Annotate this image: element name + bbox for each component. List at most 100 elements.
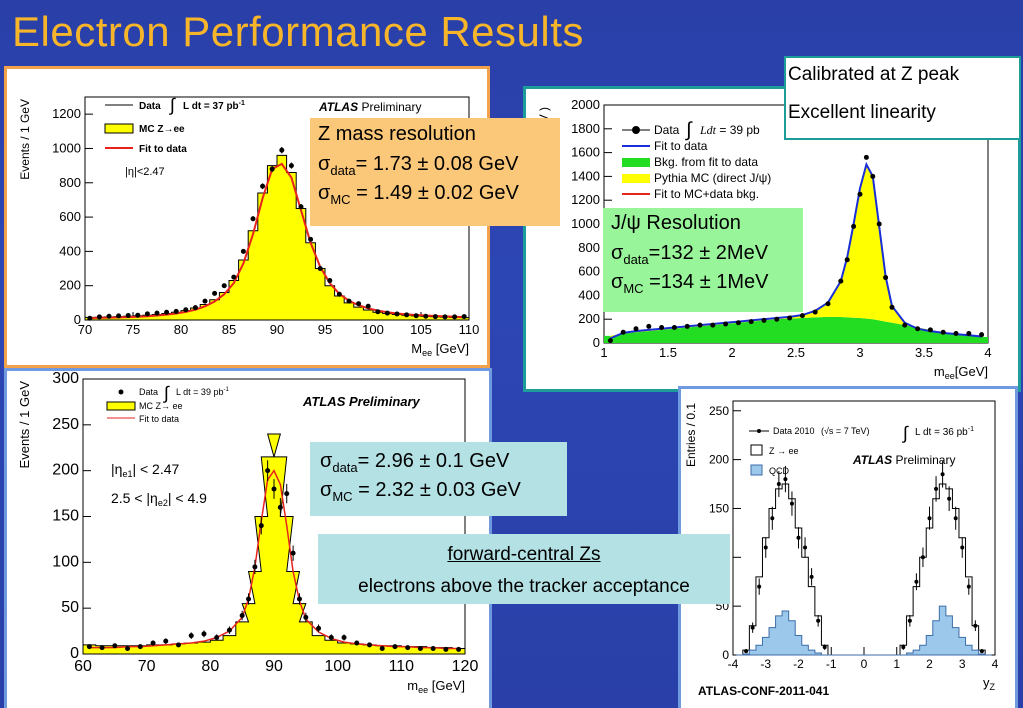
- data-point: [902, 322, 908, 328]
- y-tick-label: 200: [59, 278, 81, 293]
- cut1-pre: |η: [111, 461, 122, 477]
- data-point: [404, 312, 410, 318]
- legend-fit-label: Fit to data: [654, 139, 708, 153]
- legend-mc-marker: [104, 123, 134, 134]
- data-point: [365, 303, 371, 309]
- z-resolution-title: Z mass resolution: [318, 123, 476, 145]
- data-point: [857, 191, 863, 197]
- data-point: [303, 614, 309, 620]
- x-axis-label-sub: Z: [990, 682, 996, 692]
- y-tick-label: 1200: [571, 192, 600, 207]
- x-axis-label-unit: [GeV]: [428, 678, 465, 693]
- lumi-sup: -1: [223, 387, 229, 393]
- y-tick-label: 1800: [571, 121, 600, 136]
- data-point: [137, 644, 143, 650]
- x-tick-label: 75: [126, 322, 140, 337]
- data-point: [863, 154, 869, 160]
- data-point: [456, 646, 462, 652]
- data-point: [803, 545, 808, 550]
- jpsi-resolution-box: J/ψ Resolution σdata=132 ± 2MeV σMC =134…: [603, 208, 803, 312]
- data-point: [86, 644, 92, 650]
- x-tick-label: 95: [318, 322, 332, 337]
- data-point: [277, 504, 283, 510]
- x-tick-label: 3: [856, 345, 863, 360]
- data-point: [799, 313, 805, 319]
- data-point: [265, 468, 271, 474]
- y-axis-label: Events / 1 GeV: [17, 381, 32, 469]
- cut1-sub: e1: [122, 469, 132, 479]
- y-tick-label: 200: [709, 453, 729, 467]
- data-point: [940, 472, 945, 477]
- y-tick-label: 1600: [571, 145, 600, 160]
- data-point: [341, 635, 347, 640]
- data-point: [870, 173, 876, 179]
- z-resolution-box: Z mass resolution σdata= 1.73 ± 0.08 GeV…: [310, 118, 560, 226]
- data-point: [761, 317, 767, 323]
- data-point: [876, 221, 882, 227]
- sigma-symbol: σ: [611, 271, 624, 293]
- data-point: [150, 640, 156, 646]
- x-tick-label: -4: [728, 657, 739, 671]
- data-point: [163, 638, 169, 644]
- legend-qcd-label: QCD: [769, 466, 790, 476]
- y-tick-label: 100: [52, 553, 79, 570]
- forward-central-box: forward-central Zs electrons above the t…: [318, 534, 730, 604]
- atlas-bold: ATLAS: [318, 100, 358, 114]
- y-tick-label: 1200: [52, 106, 81, 121]
- x-tick-label: 3.5: [915, 345, 933, 360]
- legend-data-label: Data: [654, 123, 680, 137]
- legend-fit-label: Fit to data: [139, 144, 187, 155]
- sigma-symbol: σ: [320, 450, 333, 472]
- x-tick-label: 1: [893, 657, 900, 671]
- data-point: [659, 325, 665, 331]
- x-axis-label-sub: ee: [418, 685, 428, 695]
- legend-data-label: Data: [139, 387, 158, 397]
- slide-title: Electron Performance Results: [12, 8, 584, 55]
- data-point: [763, 545, 768, 550]
- x-tick-label: 70: [78, 322, 92, 337]
- y-tick-label: 1000: [52, 140, 81, 155]
- data-point: [240, 248, 246, 254]
- sigma-symbol: σ: [320, 479, 333, 501]
- x-tick-label: 90: [265, 658, 283, 675]
- y-tick-label: 800: [59, 175, 81, 190]
- atlas-bold: ATLAS: [852, 453, 892, 467]
- data-point: [960, 545, 965, 550]
- legend-mcfit-label: Fit to MC+data bkg.: [654, 187, 759, 201]
- data-point: [825, 301, 831, 307]
- x-tick-label: 4: [992, 657, 999, 671]
- x-tick-label: 1: [600, 345, 607, 360]
- data-point: [750, 625, 755, 630]
- x-tick-label: 0: [861, 657, 868, 671]
- x-tick-label: 3: [959, 657, 966, 671]
- data-point: [284, 491, 290, 497]
- x-tick-label: 110: [459, 322, 480, 337]
- y-tick-label: 800: [578, 240, 600, 255]
- x-axis-label-unit: [GeV]: [955, 364, 988, 379]
- y-tick-label: 1400: [571, 168, 600, 183]
- linearity-line: Excellent linearity: [788, 102, 936, 123]
- legend-qcd-marker: [750, 464, 763, 476]
- mc-subscript: MC: [332, 489, 353, 504]
- fit-curve: [610, 161, 982, 340]
- x-axis-label: mee[GeV]: [934, 364, 988, 381]
- data-point: [907, 618, 912, 623]
- data-point: [927, 327, 933, 333]
- integral-sign: ∫: [162, 383, 170, 403]
- data-point: [809, 574, 814, 579]
- data-point: [384, 310, 390, 316]
- data-point: [226, 627, 232, 633]
- lumi-rest: = 39 pb: [716, 123, 760, 137]
- x-tick-label: 90: [270, 322, 284, 337]
- data-point: [430, 646, 436, 651]
- data-point: [735, 320, 741, 326]
- x-tick-label: 105: [410, 322, 432, 337]
- forward-resolution-box: σdata= 2.96 ± 0.1 GeV σMC = 2.32 ± 0.03 …: [310, 442, 567, 516]
- data-point: [279, 147, 285, 153]
- y-tick-label: 150: [709, 501, 729, 515]
- data-point: [154, 310, 160, 316]
- x-tick-label: 1.5: [659, 345, 677, 360]
- data-point: [973, 623, 978, 628]
- data-point: [723, 321, 729, 327]
- data-point: [271, 486, 277, 492]
